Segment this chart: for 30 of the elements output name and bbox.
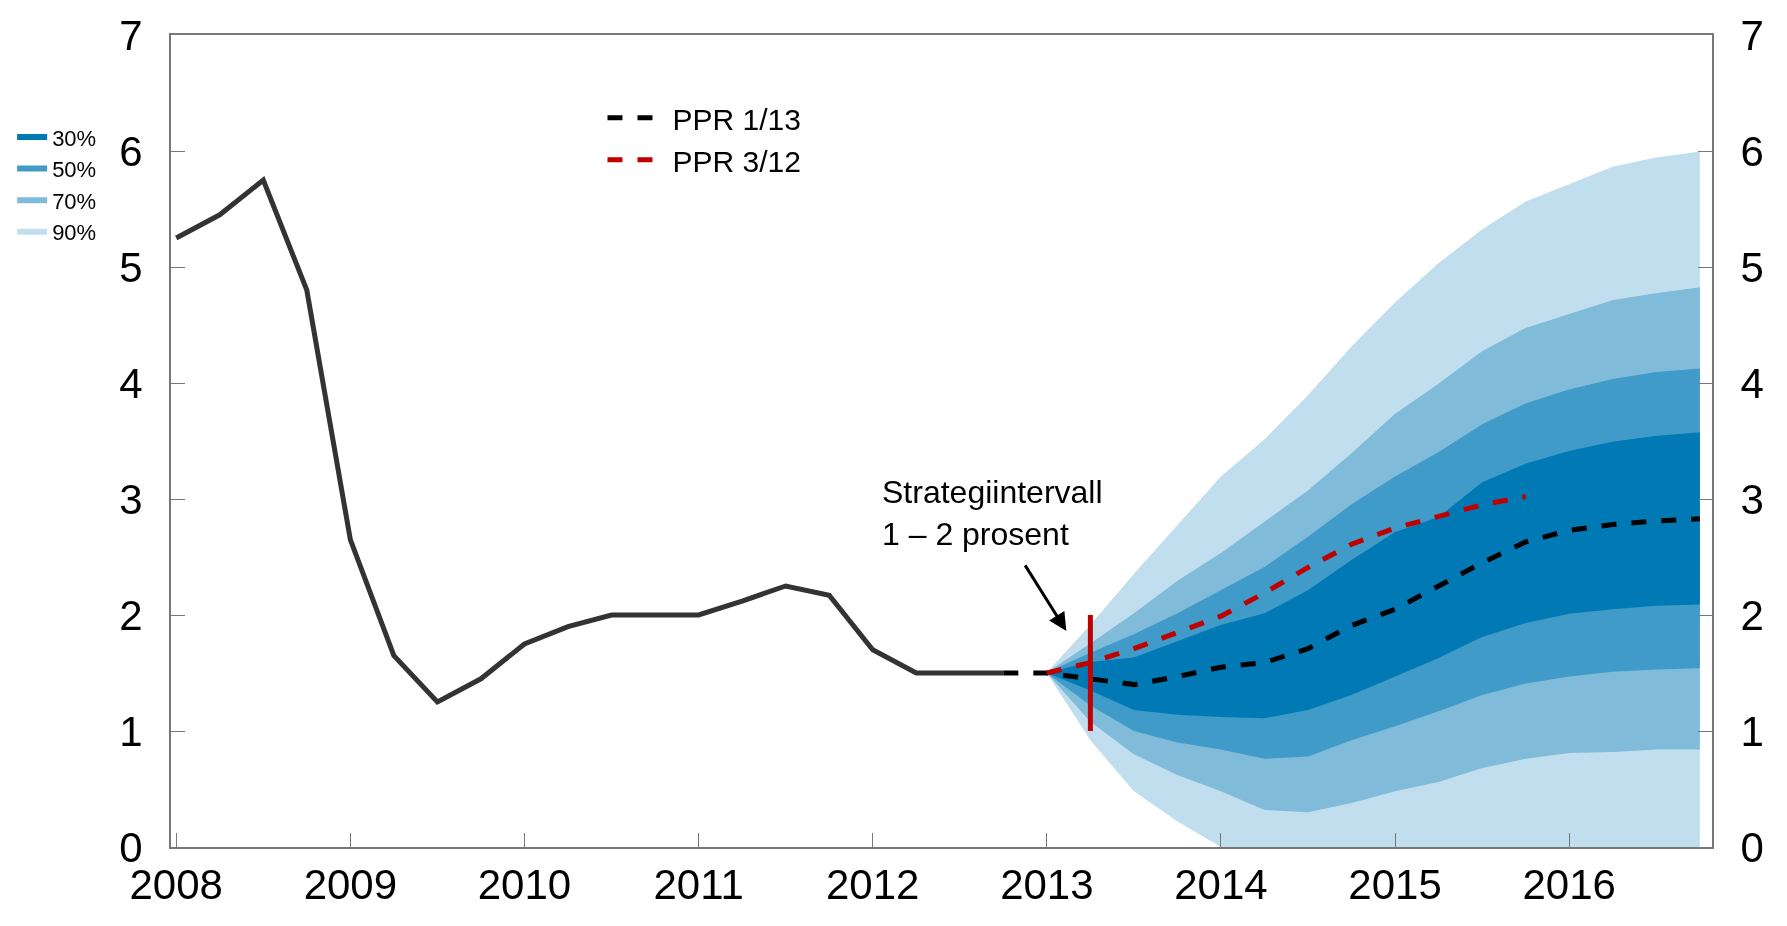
y2-tick-label: 0 — [1740, 823, 1764, 871]
y2-tick-label: 1 — [1740, 707, 1764, 755]
annotation: Strategiintervall 1 – 2 prosent — [882, 474, 1103, 552]
y-tick-label: 6 — [119, 127, 143, 175]
legend-label: 90% — [52, 220, 97, 246]
y-tick-label: 1 — [119, 707, 143, 755]
x-tick-label: 2016 — [1522, 861, 1616, 909]
legend-label: PPR 3/12 — [672, 144, 801, 178]
y2-tick-label: 6 — [1740, 127, 1764, 175]
y2-tick-label: 7 — [1740, 11, 1764, 59]
legend-label: 70% — [52, 188, 97, 214]
y-tick-label: 2 — [119, 591, 143, 639]
x-tick-label: 2014 — [1174, 861, 1268, 909]
legend-label: 50% — [52, 157, 97, 183]
y-tick-label: 4 — [119, 359, 143, 407]
y-tick-label: 5 — [119, 243, 143, 291]
y2-tick-label: 4 — [1740, 359, 1764, 407]
x-tick-label: 2009 — [303, 861, 398, 909]
x-tick-label: 2015 — [1348, 861, 1442, 909]
y-tick-label: 3 — [119, 475, 143, 523]
x-tick-label: 2012 — [826, 861, 920, 909]
legend-label: PPR 1/13 — [672, 102, 801, 136]
y-tick-label: 7 — [119, 11, 143, 59]
y2-tick-label: 5 — [1740, 243, 1764, 291]
legend-label: 30% — [52, 125, 97, 151]
x-tick-label: 2010 — [477, 861, 572, 909]
y2-tick-label: 3 — [1740, 475, 1764, 523]
x-tick-label: 2011 — [653, 861, 744, 909]
x-tick-label: 2013 — [1000, 861, 1094, 909]
y2-tick-label: 2 — [1740, 591, 1764, 639]
